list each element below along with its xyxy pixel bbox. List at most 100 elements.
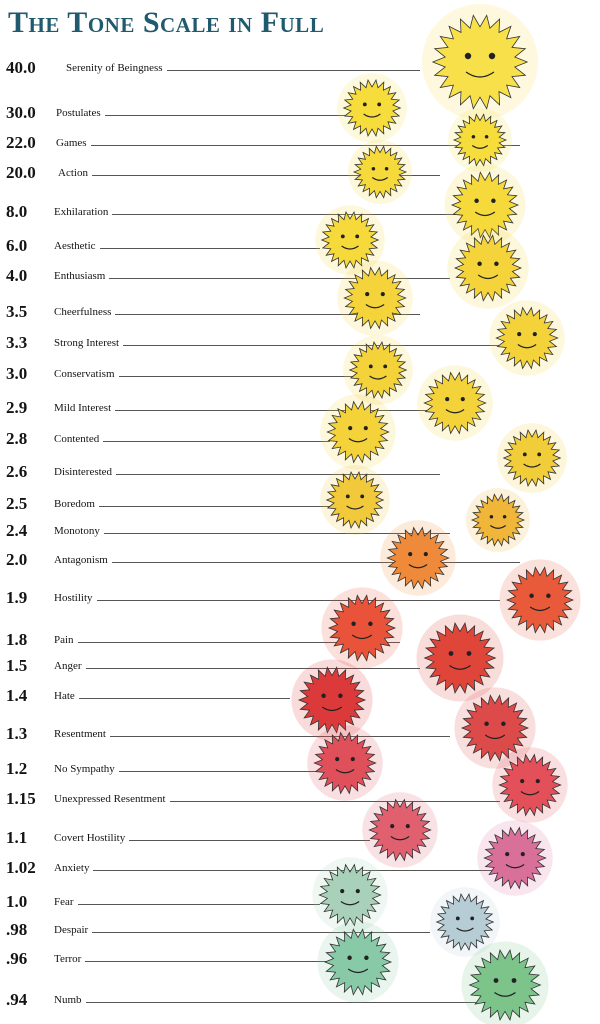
- tone-leader-line: [103, 533, 450, 534]
- tone-row: .94 Numb: [0, 990, 600, 1010]
- tone-label: Terror: [54, 953, 82, 965]
- tone-leader-line: [92, 932, 430, 933]
- tone-value: 2.9: [6, 398, 28, 417]
- tone-value: 6.0: [6, 236, 28, 255]
- tone-label: Strong Interest: [54, 337, 120, 349]
- tone-leader-line: [123, 345, 500, 346]
- tone-leader-line: [85, 961, 330, 962]
- tone-value: 22.0: [6, 133, 36, 152]
- tone-label: Resentment: [54, 728, 106, 740]
- tone-label: Antagonism: [54, 554, 108, 566]
- tone-leader-line: [98, 506, 330, 507]
- tone-row: 1.3 Resentment: [0, 724, 600, 744]
- tone-label: Covert Hostility: [54, 832, 126, 844]
- tone-value: 40.0: [6, 58, 36, 77]
- tone-row: 40.0 Serenity of Beingness: [0, 58, 600, 78]
- tone-value: 1.5: [6, 656, 28, 675]
- tone-row: 1.02 Anxiety: [0, 858, 600, 878]
- tone-label: Hate: [54, 690, 75, 702]
- tone-label: Numb: [54, 994, 82, 1006]
- tone-value: 1.15: [6, 789, 36, 808]
- tone-row: 2.0 Antagonism: [0, 550, 600, 570]
- tone-value: 1.4: [6, 686, 28, 705]
- tone-value: 1.8: [6, 630, 28, 649]
- tone-value: .98: [6, 920, 28, 939]
- tone-label: Enthusiasm: [54, 270, 106, 282]
- tone-label: Hostility: [54, 592, 93, 604]
- tone-leader-line: [112, 214, 500, 215]
- tone-value: 4.0: [6, 266, 28, 285]
- tone-row: 22.0 Games: [0, 133, 600, 153]
- tone-leader-line: [90, 145, 520, 146]
- tone-value: 2.6: [6, 462, 28, 481]
- tone-label: Despair: [54, 924, 89, 936]
- tone-row: .98 Despair: [0, 920, 600, 940]
- tone-value: 1.3: [6, 724, 28, 743]
- tone-leader-line: [103, 441, 330, 442]
- tone-label: No Sympathy: [54, 763, 115, 775]
- tone-label: Serenity of Beingness: [66, 62, 163, 74]
- tone-value: 3.0: [6, 364, 28, 383]
- tone-value: 2.0: [6, 550, 28, 569]
- tone-label: Pain: [54, 634, 74, 646]
- tone-row: 8.0 Exhilaration: [0, 202, 600, 222]
- tone-label: Games: [56, 137, 87, 149]
- tone-label: Cheerfulness: [54, 306, 112, 318]
- tone-value: 1.1: [6, 828, 28, 847]
- tone-leader-line: [99, 248, 320, 249]
- tone-row: 1.15 Unexpressed Resentment: [0, 789, 600, 809]
- tone-row: 3.3 Strong Interest: [0, 333, 600, 353]
- tone-value: 30.0: [6, 103, 36, 122]
- tone-leader-line: [109, 736, 450, 737]
- tone-row: 2.5 Boredom: [0, 494, 600, 514]
- tone-row: 1.5 Anger: [0, 656, 600, 676]
- tone-value: 1.2: [6, 759, 28, 778]
- tone-leader-line: [78, 698, 290, 699]
- tone-leader-line: [166, 70, 420, 71]
- tone-label: Disinterested: [54, 466, 113, 478]
- tone-leader-line: [116, 474, 440, 475]
- tone-label: Exhilaration: [54, 206, 109, 218]
- tone-leader-line: [115, 314, 420, 315]
- tone-row: 1.0 Fear: [0, 892, 600, 912]
- tone-leader-line: [169, 801, 500, 802]
- tone-leader-line: [104, 115, 390, 116]
- tone-value: 2.8: [6, 429, 28, 448]
- tone-label: Postulates: [56, 107, 101, 119]
- tone-label: Action: [58, 167, 88, 179]
- tone-value: 2.5: [6, 494, 28, 513]
- tone-leader-line: [109, 278, 450, 279]
- tone-leader-line: [115, 410, 440, 411]
- tone-label: Anxiety: [54, 862, 90, 874]
- tone-row: 1.2 No Sympathy: [0, 759, 600, 779]
- tone-label: Boredom: [54, 498, 95, 510]
- tone-row: 2.9 Mild Interest: [0, 398, 600, 418]
- tone-row: 1.9 Hostility: [0, 588, 600, 608]
- tone-row: 6.0 Aesthetic: [0, 236, 600, 256]
- tone-value: 3.5: [6, 302, 28, 321]
- tone-row: 1.8 Pain: [0, 630, 600, 650]
- tone-row: 2.8 Contented: [0, 429, 600, 449]
- tone-value: .96: [6, 949, 28, 968]
- tone-value: 3.3: [6, 333, 28, 352]
- tone-label: Fear: [54, 896, 74, 908]
- tone-label: Conservatism: [54, 368, 115, 380]
- tone-value: 1.02: [6, 858, 36, 877]
- tone-label: Anger: [54, 660, 82, 672]
- tone-label: Unexpressed Resentment: [54, 793, 166, 805]
- tone-leader-line: [77, 904, 320, 905]
- tone-leader-line: [91, 175, 440, 176]
- tone-row: 1.4 Hate: [0, 686, 600, 706]
- tone-row: 4.0 Enthusiasm: [0, 266, 600, 286]
- tone-row: 2.4 Monotony: [0, 521, 600, 541]
- tone-value: .94: [6, 990, 28, 1009]
- tone-label: Aesthetic: [54, 240, 96, 252]
- tone-row: 3.5 Cheerfulness: [0, 302, 600, 322]
- tone-row: 20.0 Action: [0, 163, 600, 183]
- tone-label: Mild Interest: [54, 402, 112, 414]
- tone-value: 1.9: [6, 588, 28, 607]
- tone-leader-line: [77, 642, 400, 643]
- tone-leader-line: [96, 600, 500, 601]
- tone-label: Contented: [54, 433, 100, 445]
